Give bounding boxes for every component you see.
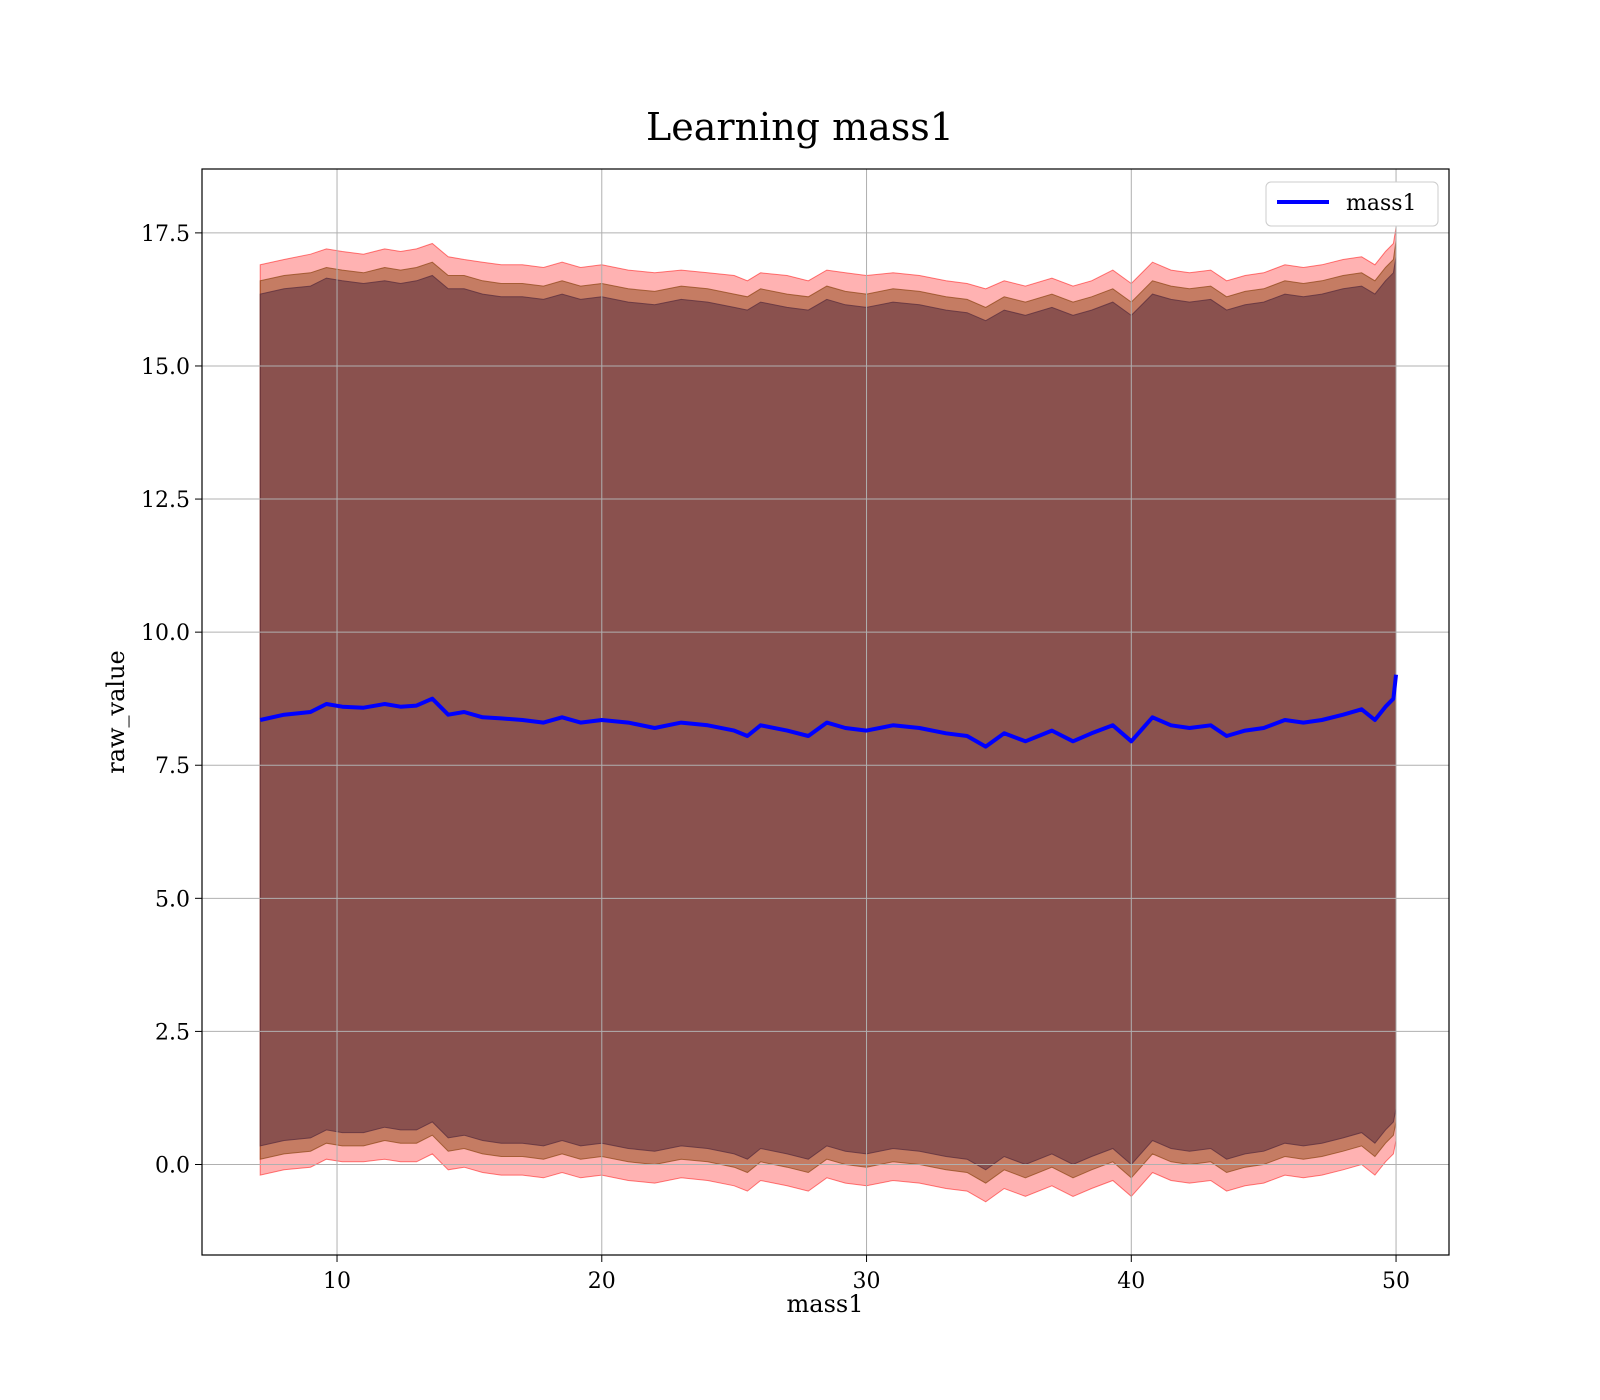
series-line-mass1	[259, 674, 1398, 749]
y-tick-label-0: 0.0	[155, 1154, 190, 1179]
y-tick-label-1: 2.5	[155, 1020, 190, 1045]
band-2	[259, 256, 1397, 1171]
chart-title: Learning mass1	[646, 105, 954, 149]
grid	[202, 169, 1449, 1255]
plot-area	[202, 169, 1449, 1255]
x-tick-label-2: 30	[853, 1269, 881, 1294]
legend-box	[1265, 181, 1439, 227]
y-tick-label-4: 10.0	[141, 621, 190, 646]
y-tick-label-3: 7.5	[155, 754, 190, 779]
legend-label-mass1: mass1	[1346, 191, 1417, 216]
series-lines	[259, 674, 1398, 749]
confidence-bands	[259, 227, 1397, 1203]
y-tick-label-2: 5.0	[155, 887, 190, 912]
y-tick-label-6: 15.0	[141, 355, 190, 380]
legend: mass1	[1265, 181, 1439, 227]
y-tick-label-7: 17.5	[141, 222, 190, 247]
y-tick-label-5: 12.5	[141, 488, 190, 513]
y-axis-label: raw_value	[102, 650, 130, 774]
x-axis-ticks: 10 20 30 40 50	[323, 1255, 1410, 1294]
y-axis-ticks: 0.0 2.5 5.0 7.5 10.0 12.5 15.0 17.5	[141, 222, 202, 1179]
plot-frame	[201, 168, 1450, 1256]
x-tick-label-0: 10	[323, 1269, 351, 1294]
x-tick-label-4: 50	[1382, 1269, 1410, 1294]
x-tick-label-1: 20	[588, 1269, 616, 1294]
x-tick-label-3: 40	[1117, 1269, 1145, 1294]
x-axis-label: mass1	[787, 1290, 864, 1318]
